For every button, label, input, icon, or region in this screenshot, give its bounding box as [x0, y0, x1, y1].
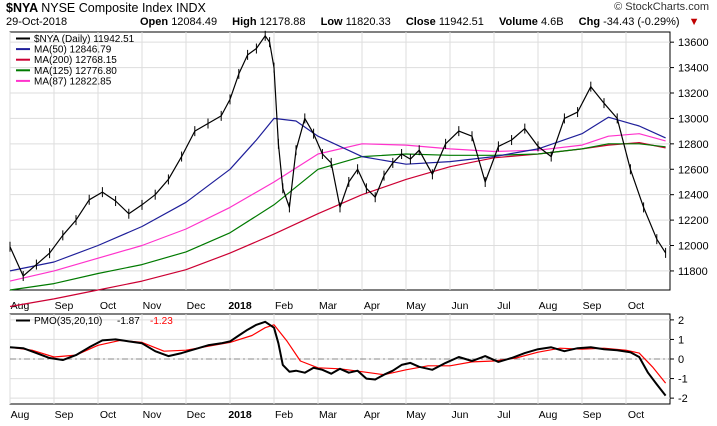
price-legend-label: MA(125) 12776.80 [34, 66, 117, 77]
price-y-tick-label: 12200 [678, 215, 709, 227]
low-value: 11820.33 [345, 16, 391, 28]
quote-bar: Open 12084.49 High 12178.88 Low 11820.33… [140, 16, 712, 28]
low-label: Low [320, 16, 343, 28]
price-y-tick-label: 13000 [678, 113, 709, 125]
pmo-x-tick-label: Sep [55, 409, 74, 421]
exchange: INDX [176, 1, 206, 15]
close-label: Close [405, 16, 436, 28]
price-y-tick-label: 12800 [678, 139, 709, 151]
price-legend-label: MA(200) 12768.15 [34, 55, 117, 66]
price-x-tick-label: Dec [187, 300, 206, 312]
quote-date: 29-Oct-2018 [6, 16, 68, 28]
price-x-tick-label: Nov [143, 300, 162, 312]
pmo-x-tick-label: Sep [583, 409, 602, 421]
close-value: 11942.51 [438, 16, 484, 28]
pmo-x-tick-label: 2018 [228, 409, 252, 421]
pmo-x-tick-label: Feb [275, 409, 293, 421]
price-x-tick-label: Apr [364, 300, 381, 312]
high-value: 12178.88 [259, 16, 306, 28]
pmo-x-tick-label: Jun [452, 409, 469, 421]
price-y-tick-label: 13200 [678, 88, 709, 100]
price-y-tick-label: 12600 [678, 164, 709, 176]
pmo-x-tick-label: Aug [11, 409, 30, 421]
pmo-y-tick-label: -1 [678, 374, 688, 386]
pmo-x-tick-label: Oct [628, 409, 644, 421]
price-legend-label: $NYA (Daily) 11942.51 [34, 34, 135, 45]
pmo-x-tick-label: Jul [497, 409, 510, 421]
pmo-x-tick-label: Dec [187, 409, 206, 421]
volume-label: Volume [498, 16, 538, 28]
price-x-tick-label: 2018 [228, 300, 252, 312]
price-y-tick-label: 12000 [678, 241, 709, 253]
index-name: NYSE Composite Index [41, 1, 173, 15]
down-arrow-icon: ▼ [688, 16, 700, 28]
price-x-tick-label: Aug [11, 300, 30, 312]
chg-value: -34.43 (-0.29%) [603, 16, 680, 28]
pmo-y-tick-label: -2 [678, 393, 688, 405]
price-series-ma87 [9, 133, 666, 282]
pmo-x-tick-label: May [406, 409, 427, 421]
price-y-tick-label: 13400 [678, 63, 709, 75]
price-y-tick-label: 11800 [678, 266, 708, 278]
symbol: $NYA [6, 1, 38, 15]
pmo-x-tick-label: Nov [143, 409, 162, 421]
pmo-x-tick-label: Apr [364, 409, 381, 421]
pmo-x-tick-label: Mar [319, 409, 338, 421]
price-x-tick-label: Oct [100, 300, 116, 312]
price-legend-label: MA(50) 12846.79 [34, 45, 112, 56]
price-x-tick-label: May [406, 300, 427, 312]
price-series-ma50 [9, 116, 666, 272]
high-label: High [232, 16, 257, 28]
pmo-legend-signal-value: -1.23 [150, 316, 173, 327]
credit-link[interactable]: © StockCharts.com [614, 1, 709, 13]
pmo-y-tick-label: 2 [678, 315, 684, 327]
pmo-legend-value: -1.87 [117, 316, 140, 327]
price-legend-label: MA(87) 12822.85 [34, 76, 112, 87]
pmo-y-tick-label: 0 [678, 354, 684, 366]
price-x-tick-label: Feb [275, 300, 293, 312]
open-value: 12084.49 [171, 16, 218, 28]
price-x-tick-label: Mar [319, 300, 338, 312]
price-y-tick-label: 13600 [678, 37, 709, 49]
chg-label: Chg [578, 16, 601, 28]
price-x-tick-label: Sep [583, 300, 602, 312]
price-x-tick-label: Jun [452, 300, 469, 312]
pmo-legend-label: PMO(35,20,10) [34, 316, 102, 327]
price-panel-frame [9, 31, 671, 291]
price-x-tick-label: Sep [55, 300, 74, 312]
pmo-y-tick-label: 1 [678, 334, 684, 346]
volume-value: 4.6B [540, 16, 564, 28]
price-y-tick-label: 12400 [678, 190, 709, 202]
pmo-series-pmo [9, 320, 667, 397]
pmo-x-tick-label: Oct [100, 409, 116, 421]
price-x-tick-label: Oct [628, 300, 644, 312]
price-x-tick-label: Jul [497, 300, 510, 312]
price-x-tick-label: Aug [539, 300, 558, 312]
open-label: Open [140, 16, 169, 28]
symbol-title: $NYA NYSE Composite Index INDX [6, 1, 206, 15]
pmo-x-tick-label: Aug [539, 409, 558, 421]
